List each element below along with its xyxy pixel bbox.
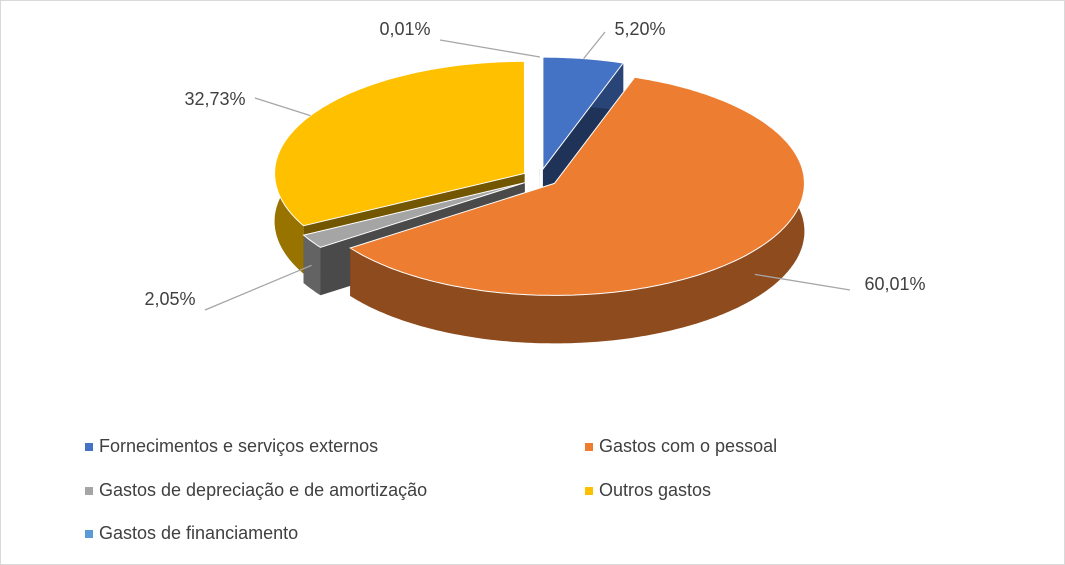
slice	[302, 182, 525, 248]
legend-label: Gastos de depreciação e de amortização	[99, 480, 427, 500]
legend-swatch	[85, 487, 93, 495]
leader-line	[583, 31, 606, 60]
leader-line	[439, 39, 541, 58]
legend-label: Gastos com o pessoal	[599, 436, 777, 456]
leader-line	[254, 97, 311, 117]
legend-label: Outros gastos	[599, 480, 711, 500]
legend-swatch	[85, 530, 93, 538]
slice	[348, 76, 805, 296]
data-label: 0,01%	[379, 19, 430, 39]
data-label: 32,73%	[184, 89, 245, 109]
slice-wall	[303, 235, 321, 296]
legend-label: Gastos de financiamento	[99, 523, 298, 543]
slice-group	[348, 76, 805, 344]
slice-wall	[350, 77, 805, 344]
data-label: 2,05%	[144, 289, 195, 309]
data-label: 60,01%	[864, 274, 925, 294]
legend-label: Fornecimentos e serviços externos	[99, 436, 378, 456]
leader-line	[204, 264, 312, 311]
legend-swatch	[585, 443, 593, 451]
legend-swatch	[85, 443, 93, 451]
leader-line	[754, 273, 851, 291]
legend-swatch	[585, 487, 593, 495]
data-label: 5,20%	[614, 19, 665, 39]
